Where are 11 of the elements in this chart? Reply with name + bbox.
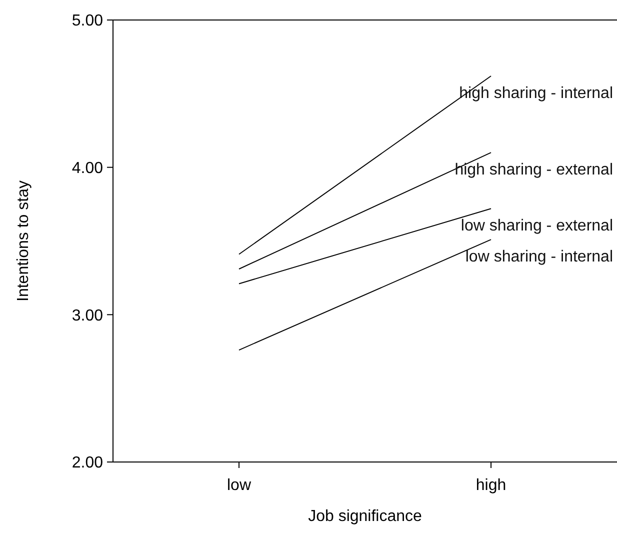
- series-label: low sharing - external: [460, 218, 613, 235]
- y-tick-label: 4.00: [72, 160, 104, 177]
- series-label: low sharing - internal: [465, 248, 613, 266]
- x-tick-label: high: [476, 477, 506, 494]
- x-axis-title: Job significance: [308, 508, 422, 525]
- y-axis-title: Intentions to stay: [15, 180, 32, 302]
- y-tick-label: 2.00: [72, 454, 104, 472]
- y-tick-label: 5.00: [72, 12, 104, 30]
- series-label: high sharing - external: [454, 162, 613, 179]
- y-tick-label: 3.00: [72, 307, 104, 324]
- x-tick-label: low: [226, 477, 252, 494]
